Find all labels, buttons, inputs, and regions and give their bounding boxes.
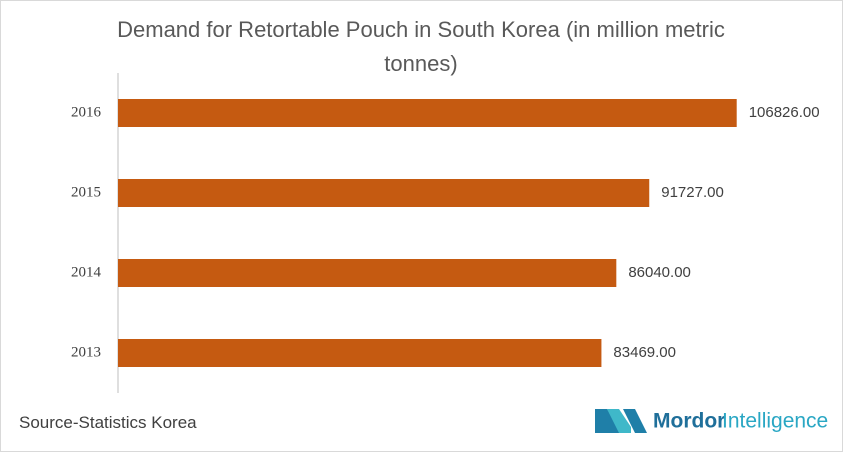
- logo-mark: [623, 409, 647, 433]
- logo-mark: [595, 409, 619, 433]
- logo: Mordor Intelligence: [595, 409, 828, 433]
- y-tick-label: 2013: [71, 344, 101, 360]
- logo-text: Intelligence: [722, 410, 828, 433]
- chart-title: Demand for Retortable Pouch in South Kor…: [117, 17, 725, 76]
- y-tick-label: 2014: [71, 264, 102, 280]
- bar: [118, 179, 650, 207]
- y-tick-label: 2016: [71, 104, 102, 120]
- bar: [118, 259, 617, 287]
- bar: [118, 99, 737, 127]
- value-label: 86040.00: [628, 264, 691, 281]
- value-label: 91727.00: [661, 184, 724, 201]
- logo-text: Mordor: [653, 410, 725, 433]
- bar: [118, 339, 602, 367]
- value-label: 83469.00: [613, 344, 676, 361]
- logo-mark: [607, 409, 631, 433]
- y-tick-label: 2015: [71, 184, 101, 200]
- value-label: 106826.00: [749, 104, 820, 121]
- source-note: Source-Statistics Korea: [19, 413, 197, 432]
